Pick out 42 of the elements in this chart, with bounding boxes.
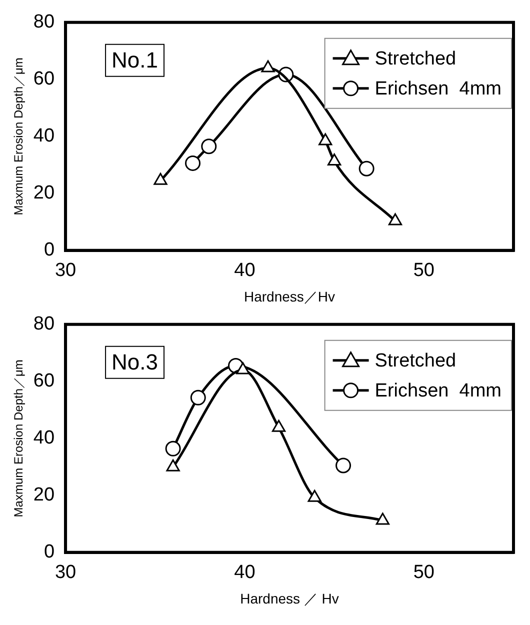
annotation: No.3 bbox=[112, 349, 158, 374]
point bbox=[336, 458, 352, 474]
y-tick-label: 20 bbox=[33, 182, 55, 204]
y-tick-label: 0 bbox=[44, 542, 55, 563]
y-axis-title: Maxmum Erosion Depth／μm bbox=[12, 360, 26, 518]
point bbox=[154, 172, 168, 185]
point bbox=[272, 420, 286, 432]
point bbox=[165, 440, 181, 456]
legend-label: Erichsen 4mm bbox=[374, 78, 502, 100]
point bbox=[236, 362, 250, 374]
legend-label: Stretched bbox=[374, 350, 456, 372]
y-tick-label: 80 bbox=[33, 12, 55, 33]
y-tick-label: 0 bbox=[44, 240, 55, 261]
annotation: No.1 bbox=[112, 47, 158, 72]
point bbox=[308, 490, 322, 502]
x-tick-label: 30 bbox=[54, 562, 76, 584]
point bbox=[201, 138, 217, 154]
y-tick-label: 40 bbox=[33, 428, 55, 449]
point bbox=[261, 60, 275, 72]
x-tick-label: 50 bbox=[413, 562, 434, 584]
y-tick-label: 80 bbox=[33, 314, 55, 335]
x-tick-label: 40 bbox=[234, 562, 256, 584]
point bbox=[185, 155, 201, 171]
x-axis-title: Hardness／Hv bbox=[244, 288, 336, 304]
x-tick-label: 30 bbox=[54, 260, 76, 282]
point bbox=[318, 133, 332, 146]
y-tick-label: 20 bbox=[33, 484, 55, 506]
x-tick-label: 40 bbox=[234, 260, 256, 282]
x-tick-label: 50 bbox=[413, 260, 434, 282]
y-tick-label: 60 bbox=[33, 370, 55, 392]
y-tick-label: 60 bbox=[33, 68, 55, 90]
point bbox=[328, 153, 342, 166]
legend-label: Stretched bbox=[374, 48, 456, 70]
y-tick-label: 40 bbox=[33, 126, 55, 147]
point bbox=[190, 390, 206, 406]
y-axis-title: Maxmum Erosion Depth／μm bbox=[12, 58, 26, 216]
point bbox=[166, 459, 180, 472]
point bbox=[388, 213, 402, 226]
legend-label: Erichsen 4mm bbox=[374, 380, 502, 402]
x-axis-title: Hardness ／ Hv bbox=[240, 590, 339, 606]
point bbox=[358, 160, 374, 176]
point bbox=[376, 512, 390, 525]
